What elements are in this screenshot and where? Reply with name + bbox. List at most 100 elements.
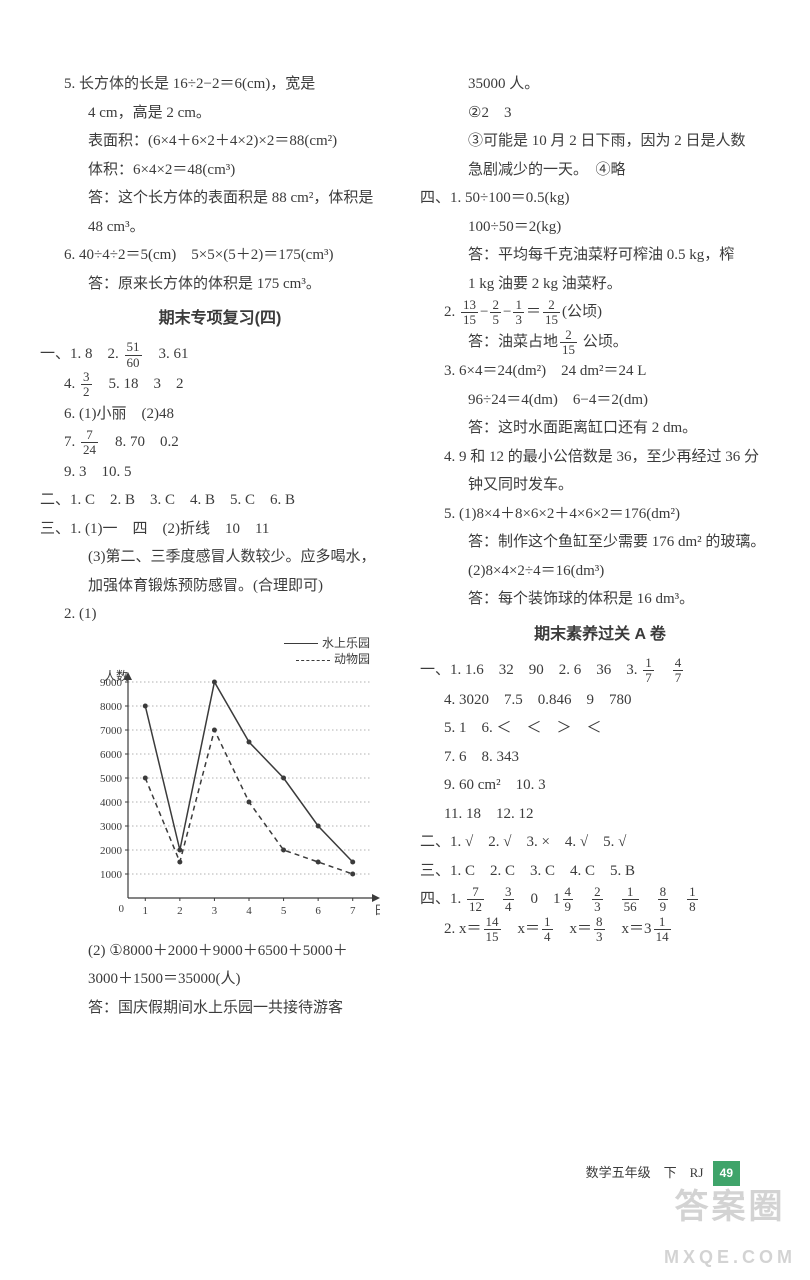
text: 急剧减少的一天。 ④略 (420, 156, 780, 185)
text: 答：国庆假期间水上乐园一共接待游客 (40, 994, 400, 1023)
text: 7. (64, 434, 79, 450)
svg-text:日期: 日期 (374, 903, 380, 917)
text: 一、1. 8 2. (40, 347, 123, 363)
fraction: 89 (658, 885, 669, 915)
chart-legend: 水上乐园 动物园 (80, 635, 380, 669)
svg-text:5000: 5000 (100, 773, 123, 785)
text: 3. 6×4＝24(dm²) 24 dm²＝24 L (420, 357, 780, 386)
text: 四、1. (420, 891, 465, 907)
text: (2)8×4×2÷4＝16(dm³) (420, 557, 780, 586)
text: 二、1. C 2. B 3. C 4. B 5. C 6. B (40, 486, 400, 515)
text: 三、1. (1)一 四 (2)折线 10 11 (40, 515, 400, 544)
text: 2. (1) (40, 600, 400, 629)
text: 公顷。 (579, 334, 628, 350)
text: 答：每个装饰球的体积是 16 dm³。 (420, 585, 780, 614)
fraction: 83 (594, 915, 605, 945)
text: 9. 60 cm² 10. 3 (420, 771, 780, 800)
legend-label: 水上乐园 (322, 636, 370, 650)
svg-text:人数: 人数 (104, 668, 128, 683)
text: 3000＋1500＝35000(人) (40, 965, 400, 994)
fraction: 47 (673, 656, 684, 686)
text: 11. 18 12. 12 (420, 800, 780, 829)
text: 3. 61 (144, 347, 189, 363)
text: 8. 70 0.2 (100, 434, 179, 450)
text: 答：平均每千克油菜籽可榨油 0.5 kg，榨 (420, 241, 780, 270)
right-column: 35000 人。 ②2 3 ③可能是 10 月 2 日下雨，因为 2 日是人数 … (420, 70, 780, 1022)
svg-text:2: 2 (177, 905, 183, 917)
text: (公顷) (562, 304, 602, 320)
text: 7. 6 8. 343 (420, 743, 780, 772)
text: 9. 3 10. 5 (40, 458, 400, 487)
fraction: 18 (687, 885, 698, 915)
text: 1 kg 油要 2 kg 油菜籽。 (420, 270, 780, 299)
fraction: 5160 (125, 340, 142, 370)
text: 4. 3020 7.5 0.846 9 780 (420, 686, 780, 715)
text: 一、1. 1.6 32 90 2. 6 36 3. 17 47 (420, 656, 780, 686)
text: 钟又同时发车。 (420, 471, 780, 500)
text: 4. 32 5. 18 3 2 (40, 370, 400, 400)
svg-text:1000: 1000 (100, 869, 123, 881)
watermark-text: 答案圈 (664, 1175, 796, 1240)
text: 96÷24＝4(dm) 6−4＝2(dm) (420, 386, 780, 415)
svg-text:3000: 3000 (100, 821, 123, 833)
text: 一、1. 1.6 32 90 2. 6 36 3. (420, 662, 641, 678)
text: 答：这时水面距离缸口还有 2 dm。 (420, 414, 780, 443)
svg-text:4: 4 (246, 905, 252, 917)
text: 二、1. √ 2. √ 3. × 4. √ 5. √ (420, 828, 780, 857)
text: 35000 人。 (420, 70, 780, 99)
svg-text:1: 1 (143, 905, 149, 917)
text: 5. 1 6. ＜ ＜ ＞ ＜ (420, 714, 780, 743)
fraction: 13 (513, 298, 524, 328)
fraction: 1315 (461, 298, 478, 328)
text: (3)第二、三季度感冒人数较少。应多喝水， (40, 543, 400, 572)
svg-text:0: 0 (119, 903, 125, 915)
chart-svg: 100020003000400050006000700080009000人数12… (80, 668, 380, 920)
fraction: 25 (490, 298, 501, 328)
section-title-4: 期末专项复习(四) (40, 304, 400, 334)
line-chart: 水上乐园 动物园 1000 2000 3000 4000 5000 6000 7000 800… (80, 635, 380, 931)
text: (2) ①8000＋2000＋9000＋6500＋5000＋ (40, 937, 400, 966)
text: 5. 长方体的长是 16÷2−2＝6(cm)，宽是 (40, 70, 400, 99)
text: 2. (444, 304, 459, 320)
text: 7. 724 8. 70 0.2 (40, 428, 400, 458)
svg-text:8000: 8000 (100, 701, 123, 713)
text: 2. 1315−25−13＝215(公顷) (420, 298, 780, 328)
text: 4. 9 和 12 的最小公倍数是 36，至少再经过 36 分 (420, 443, 780, 472)
text: 四、1. 50÷100＝0.5(kg) (420, 184, 780, 213)
legend-dashed-icon (296, 660, 330, 661)
text: 一、1. 8 2. 5160 3. 61 (40, 340, 400, 370)
svg-text:6000: 6000 (100, 749, 123, 761)
text: 答：这个长方体的表面积是 88 cm²，体积是 (40, 184, 400, 213)
text: 5. (1)8×4＋8×6×2＋4×6×2＝176(dm²) (420, 500, 780, 529)
svg-text:3: 3 (212, 905, 218, 917)
watermark-url: MXQE.COM (664, 1240, 796, 1274)
text: 4. (64, 376, 79, 392)
svg-text:2000: 2000 (100, 845, 123, 857)
text: 答：油菜占地 (468, 334, 558, 350)
fraction: 215 (560, 328, 577, 358)
text: 答：油菜占地215 公顷。 (420, 328, 780, 358)
fraction: 49 (563, 885, 574, 915)
fraction: 724 (81, 428, 98, 458)
text: 2. x＝ (444, 921, 482, 937)
text: 6. 40÷4÷2＝5(cm) 5×5×(5＋2)＝175(cm³) (40, 241, 400, 270)
section-title-a: 期末素养过关 A 卷 (420, 620, 780, 650)
text: 48 cm³。 (40, 213, 400, 242)
text: 5. 18 3 2 (94, 376, 184, 392)
svg-text:4000: 4000 (100, 797, 123, 809)
legend-solid-icon (284, 643, 318, 644)
text: 体积：6×4×2＝48(cm³) (40, 156, 400, 185)
fraction: 34 (503, 885, 514, 915)
text: 加强体育锻炼预防感冒。(合理即可) (40, 572, 400, 601)
text: 答：原来长方体的体积是 175 cm³。 (40, 270, 400, 299)
fraction: 712 (467, 885, 484, 915)
fraction: 215 (543, 298, 560, 328)
legend-label: 动物园 (334, 652, 370, 666)
watermark: 答案圈 MXQE.COM (664, 1175, 796, 1274)
svg-text:7: 7 (350, 905, 356, 917)
svg-text:7000: 7000 (100, 725, 123, 737)
text: 2. x＝1415 x＝14 x＝83 x＝3114 (420, 915, 780, 945)
text: 表面积：(6×4＋6×2＋4×2)×2＝88(cm²) (40, 127, 400, 156)
text: 4 cm，高是 2 cm。 (40, 99, 400, 128)
svg-text:5: 5 (281, 905, 287, 917)
